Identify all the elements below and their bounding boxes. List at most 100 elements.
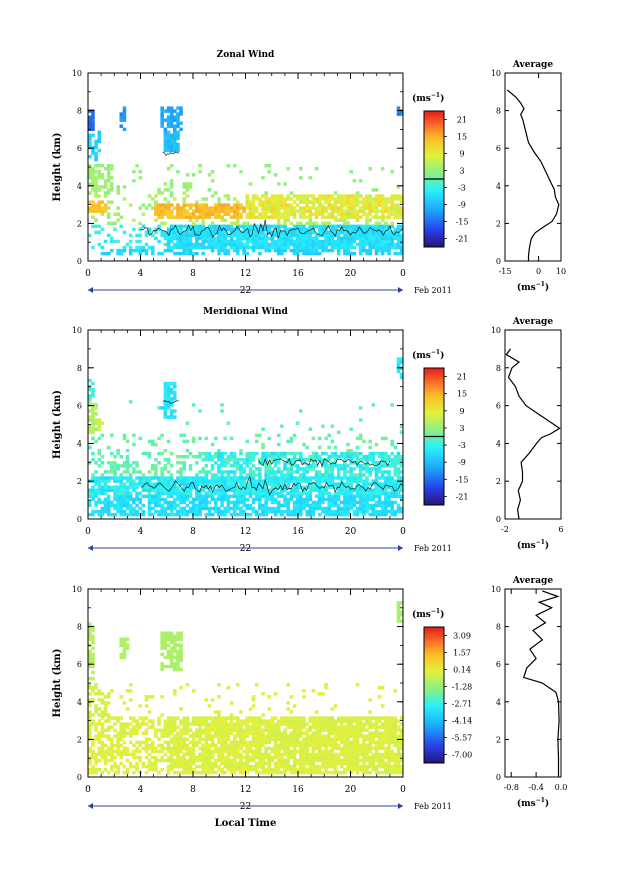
field-cell — [343, 251, 347, 256]
field-cell — [264, 209, 268, 213]
colorbar-cell — [424, 377, 444, 380]
field-cell — [289, 710, 294, 714]
colorbar-cell — [424, 438, 444, 442]
field-cell — [220, 755, 224, 760]
colorbar-tick-label: 3 — [459, 167, 464, 176]
field-cell — [277, 227, 281, 232]
field-cell — [321, 239, 325, 244]
field-cell — [261, 427, 265, 431]
field-cell — [163, 182, 168, 186]
field-cell — [305, 200, 309, 204]
field-cell — [330, 233, 335, 238]
field-cell — [289, 458, 294, 462]
field-cell — [160, 767, 164, 772]
field-cell — [176, 206, 180, 210]
field-cell — [242, 458, 246, 462]
field-cell — [270, 200, 275, 204]
field-cell — [390, 509, 394, 514]
field-cell — [163, 230, 168, 235]
field-cell — [289, 743, 294, 748]
field-cell — [336, 245, 341, 250]
field-cell — [191, 403, 196, 407]
field-cell — [239, 170, 243, 174]
field-cell — [128, 761, 133, 766]
field-cell — [277, 479, 281, 483]
field-cell — [116, 248, 120, 253]
field-cell — [185, 224, 190, 229]
field-cell — [106, 725, 111, 729]
field-cell — [254, 206, 259, 210]
field-cell — [103, 251, 108, 256]
field-cell — [355, 485, 360, 489]
field-cell — [308, 467, 313, 471]
field-cell — [239, 448, 243, 453]
field-cell — [229, 743, 234, 748]
field-cell — [176, 667, 180, 672]
field-cell — [91, 112, 95, 116]
field-cell — [399, 482, 404, 486]
field-cell — [251, 725, 256, 729]
field-cell — [387, 251, 391, 256]
field-cell — [210, 245, 215, 250]
field-cell — [201, 728, 205, 732]
field-cell — [399, 461, 404, 465]
field-cell — [128, 482, 133, 486]
field-cell — [346, 200, 350, 204]
field-cell — [135, 239, 139, 244]
field-cell — [283, 248, 287, 253]
field-cell — [280, 455, 284, 459]
colorbar-cell — [424, 415, 444, 419]
field-cell — [283, 731, 287, 735]
field-cell — [163, 400, 168, 404]
field-cell — [100, 455, 105, 459]
field-cell — [160, 746, 164, 751]
field-cell — [245, 767, 250, 772]
field-cell — [280, 731, 284, 735]
field-cell — [173, 740, 177, 745]
field-cell — [91, 118, 95, 122]
field-cell — [163, 397, 168, 401]
field-cell — [280, 451, 284, 456]
field-cell — [166, 728, 171, 732]
field-cell — [343, 458, 347, 462]
field-cell — [299, 479, 303, 483]
field-cell — [176, 121, 180, 125]
field-cell — [239, 212, 243, 216]
colorbar-cell — [424, 393, 444, 396]
field-cell — [94, 725, 98, 729]
field-cell — [349, 500, 353, 505]
colorbar-cell — [424, 133, 444, 137]
field-cell — [261, 233, 265, 238]
field-cell — [91, 206, 95, 210]
field-cell — [305, 445, 309, 450]
field-cell — [160, 713, 164, 717]
field-cell — [226, 503, 231, 508]
field-cell — [396, 485, 401, 489]
field-cell — [295, 491, 300, 496]
field-cell — [204, 746, 209, 751]
field-cell — [308, 761, 313, 766]
field-cell — [154, 458, 158, 462]
field-cell — [204, 482, 209, 486]
field-cell — [188, 500, 193, 505]
field-cell — [317, 494, 322, 499]
field-cell — [355, 476, 360, 480]
field-cell — [151, 467, 155, 471]
field-cell — [182, 752, 187, 757]
field-cell — [207, 512, 212, 517]
field-cell — [106, 506, 111, 511]
field-cell — [299, 761, 303, 766]
field-cell — [311, 248, 316, 253]
field-cell — [327, 458, 331, 462]
field-cell — [141, 761, 146, 766]
field-cell — [106, 758, 111, 763]
field-cell — [217, 245, 221, 250]
field-cell — [214, 725, 218, 729]
field-cell — [302, 215, 306, 219]
field-cell — [119, 637, 124, 641]
field-cell — [125, 722, 130, 726]
field-cell — [393, 445, 398, 450]
field-cell — [355, 436, 360, 441]
field-cell — [88, 154, 92, 159]
field-cell — [210, 764, 215, 769]
